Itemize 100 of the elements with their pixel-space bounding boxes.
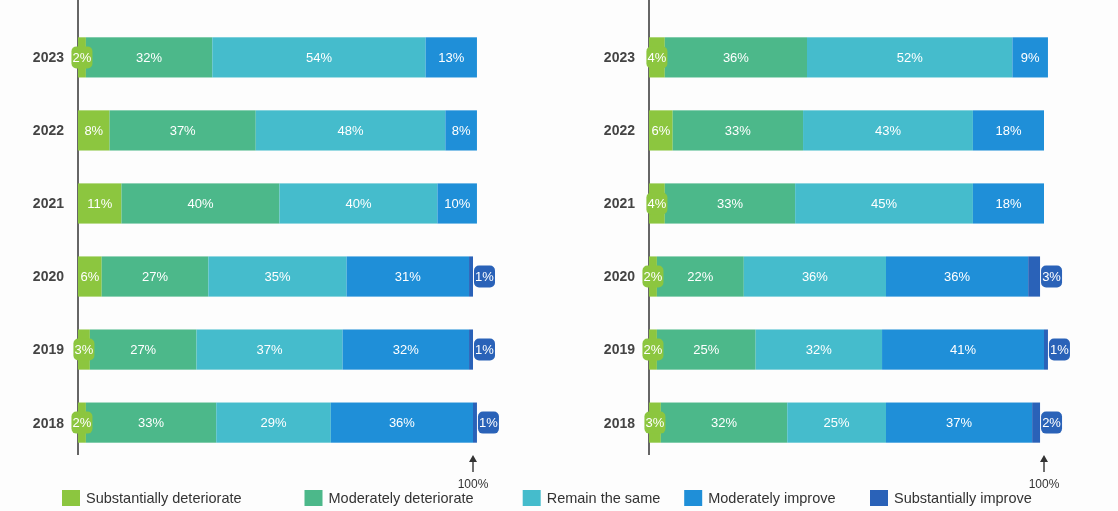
data-label: 41% — [950, 342, 977, 358]
y-tick-label: 2023 — [603, 49, 636, 66]
bar — [649, 110, 673, 151]
bar — [672, 110, 804, 151]
data-label: 32% — [136, 49, 163, 65]
bar — [886, 402, 1033, 443]
bar — [78, 256, 102, 297]
bar — [787, 402, 886, 443]
data-label: 10% — [444, 196, 471, 212]
data-label: 40% — [187, 196, 214, 212]
data-label: 25% — [823, 415, 851, 431]
data-label: 3% — [1042, 269, 1062, 285]
data-label: 36% — [722, 49, 750, 65]
y-tick-label: 2023 — [32, 49, 65, 66]
bar — [445, 110, 477, 151]
y-tick-label: 2021 — [603, 195, 636, 212]
y-tick-label: 2019 — [32, 341, 65, 358]
bar — [216, 402, 331, 443]
bar — [279, 183, 438, 224]
data-label: 18% — [995, 196, 1022, 212]
y-tick-label: 2021 — [32, 195, 65, 212]
data-label: 4% — [647, 49, 667, 65]
bar — [743, 256, 886, 297]
bar — [330, 402, 473, 443]
data-label: 36% — [801, 269, 829, 285]
bar — [346, 256, 470, 297]
data-label: 1% — [479, 415, 499, 431]
bar — [803, 110, 973, 151]
data-label: 18% — [995, 122, 1022, 138]
y-tick-label: 2022 — [603, 122, 636, 139]
data-label: 4% — [647, 196, 667, 212]
bar — [101, 256, 209, 297]
data-label: 27% — [142, 269, 169, 285]
bar — [121, 183, 280, 224]
data-label: 32% — [392, 342, 420, 358]
data-label: 25% — [693, 342, 720, 358]
bar — [212, 37, 426, 78]
legend-label: Substantially deteriorate — [86, 490, 242, 506]
bar — [437, 183, 477, 224]
bar — [425, 37, 477, 78]
data-label: 1% — [1050, 342, 1070, 358]
text: 100% — [1028, 477, 1060, 491]
data-label: 2% — [1042, 415, 1062, 431]
data-label: 31% — [394, 269, 422, 285]
bar — [664, 37, 807, 78]
bar — [78, 110, 110, 151]
bar — [342, 329, 470, 370]
data-label: 2% — [643, 342, 663, 358]
bar — [972, 110, 1044, 151]
data-label: 13% — [438, 49, 465, 65]
bar — [196, 329, 343, 370]
y-tick-label: 2019 — [603, 341, 636, 358]
data-label: 29% — [260, 415, 287, 431]
y-tick-label: 2022 — [32, 122, 65, 139]
data-label: 33% — [138, 415, 165, 431]
data-label: 1% — [475, 269, 495, 285]
legend-label: Remain the same — [546, 490, 661, 506]
data-label: 6% — [80, 269, 100, 285]
data-label: 32% — [805, 342, 833, 358]
data-label: 36% — [388, 415, 416, 431]
bar — [78, 183, 122, 224]
bar — [208, 256, 347, 297]
bar — [807, 37, 1013, 78]
data-label: 27% — [130, 342, 157, 358]
data-label: 40% — [345, 196, 372, 212]
bar — [795, 183, 973, 224]
y-tick-label: 2018 — [32, 414, 65, 431]
y-tick-label: 2020 — [32, 268, 65, 285]
data-label: 11% — [87, 196, 113, 212]
data-label: 1% — [475, 342, 495, 358]
data-label: 54% — [305, 49, 333, 65]
data-label: 8% — [451, 122, 471, 138]
data-label: 48% — [337, 122, 364, 138]
bar — [109, 110, 256, 151]
bar — [972, 183, 1044, 224]
data-label: 8% — [84, 122, 104, 138]
data-label: 45% — [871, 196, 898, 212]
y-tick-label: 2020 — [603, 268, 636, 285]
data-label: 33% — [716, 196, 744, 212]
bar — [255, 110, 446, 151]
bar — [1012, 37, 1048, 78]
data-label: 36% — [944, 269, 971, 285]
data-label: 43% — [874, 122, 902, 138]
legend-label: Substantially improve — [894, 490, 1032, 506]
text: 100% — [457, 477, 489, 491]
data-label: 3% — [74, 342, 94, 358]
data-label: 6% — [651, 122, 671, 138]
data-label: 2% — [643, 269, 663, 285]
data-label: 52% — [896, 49, 924, 65]
y-tick-label: 2018 — [603, 414, 636, 431]
data-label: 37% — [946, 415, 973, 431]
bar — [882, 329, 1044, 370]
data-label: 9% — [1020, 49, 1041, 65]
legend-label: Moderately improve — [708, 490, 836, 506]
data-label: 3% — [645, 415, 665, 431]
data-label: 32% — [711, 415, 738, 431]
data-label: 37% — [256, 342, 284, 358]
data-label: 37% — [169, 122, 197, 138]
bar — [755, 329, 883, 370]
legend-label: Moderately deteriorate — [328, 490, 474, 506]
